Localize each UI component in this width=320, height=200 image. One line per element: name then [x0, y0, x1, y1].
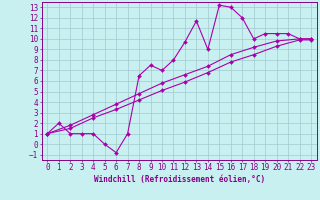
X-axis label: Windchill (Refroidissement éolien,°C): Windchill (Refroidissement éolien,°C) [94, 175, 265, 184]
